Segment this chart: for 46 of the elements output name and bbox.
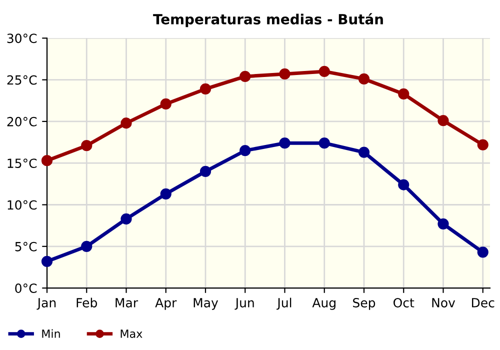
point <box>477 246 488 258</box>
point <box>398 88 410 100</box>
point <box>120 118 132 129</box>
x-tick-label: Apr <box>155 298 177 310</box>
point <box>160 98 172 110</box>
point <box>398 179 410 190</box>
x-tick-label: Jan <box>36 298 56 310</box>
point <box>318 66 330 78</box>
legend-label: Max <box>120 330 142 338</box>
point <box>120 213 132 224</box>
x-tick-label: Nov <box>432 298 456 308</box>
x-tick-label: Mar <box>116 298 138 308</box>
x-tick-label: May <box>194 298 218 310</box>
x-tick-label: Feb <box>76 298 98 308</box>
x-tick-label: Sep <box>353 298 376 310</box>
point <box>318 138 330 149</box>
point <box>41 256 53 267</box>
point <box>279 138 290 149</box>
y-tick-label: 25°C <box>7 75 37 85</box>
y-tick-label: 20°C <box>7 116 37 126</box>
y-tick-label: 30°C <box>7 34 37 44</box>
y-tick-label: 5°C <box>15 242 37 252</box>
y-tick-label: 15°C <box>8 158 37 168</box>
point <box>41 155 53 166</box>
point <box>160 188 172 200</box>
chart-title: Temperaturas medias - Bután <box>153 13 383 28</box>
point <box>477 139 488 150</box>
point <box>81 240 92 252</box>
y-tick-label: 0°C <box>15 284 37 293</box>
point <box>279 68 290 80</box>
point <box>438 115 449 126</box>
point <box>81 140 92 152</box>
legend-label: Min <box>42 329 60 338</box>
x-tick-label: Dec <box>472 298 494 308</box>
point <box>240 70 251 82</box>
x-tick-label: Oct <box>394 298 414 308</box>
y-tick-label: 10°C <box>8 200 37 210</box>
point <box>200 83 212 95</box>
x-tick-label: Aug <box>312 298 336 310</box>
point <box>358 146 370 158</box>
point <box>200 166 212 177</box>
point <box>358 73 370 85</box>
point <box>240 145 251 156</box>
x-tick-label: Jul <box>276 298 292 310</box>
x-tick-label: Jun <box>234 298 254 310</box>
point <box>438 218 449 230</box>
